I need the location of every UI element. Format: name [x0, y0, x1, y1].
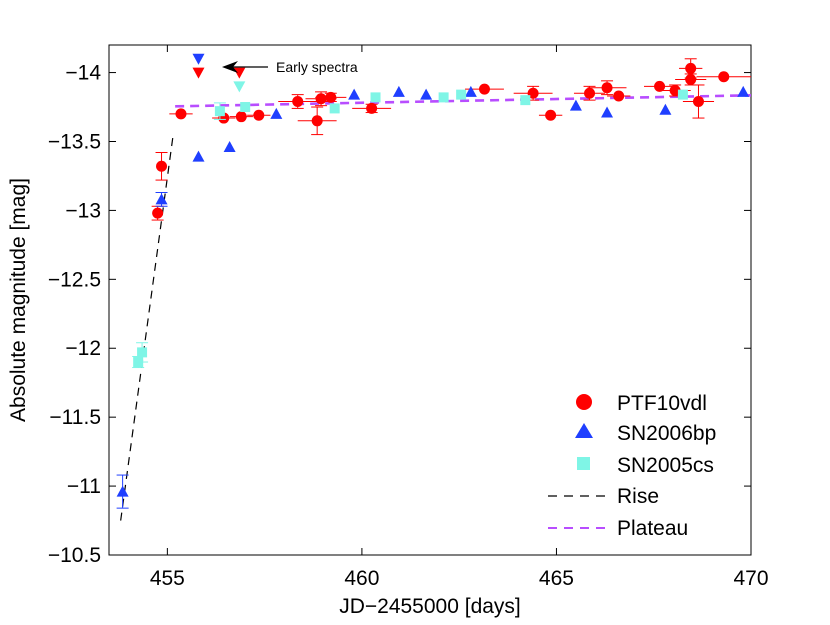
y-tick-label: −11.5	[49, 406, 101, 429]
y-tick-label: −12	[65, 337, 101, 360]
sn2006bp-point	[737, 85, 750, 97]
ptf10vdl-point	[253, 109, 265, 121]
plot-area	[108, 44, 752, 556]
y-tick-label: −12.5	[48, 268, 101, 291]
sn2006bp-point	[192, 150, 205, 162]
sn2006bp-point	[270, 107, 283, 119]
ptf10vdl-point	[478, 83, 490, 95]
sn2005cs-point	[240, 102, 251, 113]
sn2005cs-point	[214, 106, 225, 117]
sn2006bp-point	[464, 85, 477, 97]
sn2006bp-point	[223, 141, 236, 152]
sn2006bp-point	[348, 88, 361, 100]
sn2005cs-point	[370, 92, 381, 103]
upper-limit-marker	[233, 81, 246, 93]
axes-layer: 455 460 465 470 −14 −13.5 −13 −12.5 −12 −11.5 −11 −…	[48, 45, 769, 590]
legend-label-sn2006bp: SN2006bp	[617, 422, 716, 445]
sn2006bp-point	[392, 85, 405, 97]
y-tick-label: −13.5	[48, 130, 101, 153]
ptf10vdl-point	[311, 115, 323, 127]
annotation-arrow-head	[222, 61, 238, 73]
ptf10vdl-point	[366, 102, 378, 114]
legend: PTF10vdl SN2006bp SN2005cs Rise Plateau	[548, 392, 716, 540]
fit-line-plateau	[175, 94, 752, 108]
sn2005cs-point	[137, 347, 148, 358]
legend-label-plateau: Plateau	[617, 517, 688, 540]
ptf10vdl-point	[292, 96, 304, 108]
ptf10vdl-point	[584, 87, 596, 99]
ptf10vdl-point	[175, 108, 187, 120]
x-tick-label: 470	[733, 567, 768, 590]
sn2005cs-point	[438, 92, 449, 103]
legend-label-rise: Rise	[617, 485, 659, 508]
ptf10vdl-point	[527, 87, 539, 99]
x-tick-label: 460	[344, 567, 379, 590]
sn2006bp-point	[569, 99, 582, 111]
legend-marker-sn2005cs	[577, 457, 590, 470]
x-tick-label: 465	[539, 567, 574, 590]
legend-marker-sn2006bp	[575, 423, 593, 438]
ptf10vdl-point	[601, 82, 613, 94]
early-spectra-annotation: Early spectra	[222, 59, 358, 75]
sn2006bp-point	[601, 106, 614, 118]
data-layer	[116, 53, 752, 521]
sn2006bp-point	[659, 103, 672, 115]
legend-marker-ptf10vdl	[576, 394, 592, 410]
y-tick-label: −11	[67, 475, 101, 498]
sn2005cs-point	[329, 103, 340, 114]
sn2005cs-point	[520, 95, 531, 106]
y-axis-title: Absolute magnitude [mag]	[7, 178, 30, 422]
y-tick-label: −10.5	[48, 544, 101, 567]
x-tick-label: 455	[150, 567, 185, 590]
sn2005cs-point	[677, 89, 688, 100]
ptf10vdl-point	[685, 62, 697, 74]
sn2005cs-point	[456, 89, 467, 100]
ptf10vdl-point	[152, 207, 164, 219]
ptf10vdl-point	[669, 84, 681, 96]
ptf10vdl-point	[545, 109, 557, 121]
ptf10vdl-point	[325, 91, 337, 103]
upper-limit-marker	[192, 67, 205, 79]
y-tick-label: −13	[65, 199, 101, 222]
legend-label-sn2005cs: SN2005cs	[617, 454, 714, 477]
ptf10vdl-point	[613, 90, 625, 102]
legend-label-ptf10vdl: PTF10vdl	[617, 392, 707, 415]
upper-limit-marker	[233, 67, 246, 79]
y-tick-label: −14	[65, 62, 101, 85]
ptf10vdl-point	[685, 73, 697, 85]
ptf10vdl-point	[692, 96, 704, 108]
ptf10vdl-point	[156, 160, 168, 172]
upper-limit-marker	[192, 53, 205, 65]
sn2006bp-point	[420, 88, 433, 100]
x-axis-title: JD−2455000 [days]	[339, 595, 521, 618]
sn2006bp-point	[155, 193, 168, 205]
ptf10vdl-point	[718, 71, 730, 83]
ptf10vdl-point	[315, 93, 327, 105]
ptf10vdl-point	[235, 111, 247, 123]
sn2006bp-point	[116, 485, 129, 497]
annotation-text: Early spectra	[276, 59, 358, 75]
ptf10vdl-point	[654, 80, 666, 92]
